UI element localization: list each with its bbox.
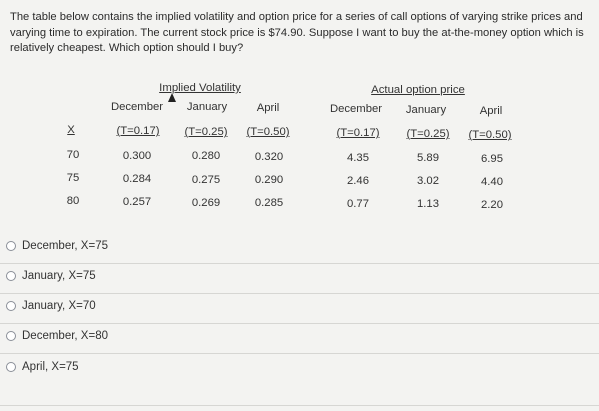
option-december-x75[interactable]: December, X=75	[6, 234, 108, 258]
table-cell: 4.40	[481, 176, 503, 188]
option-label: January, X=75	[22, 270, 96, 282]
col-header-t: (T=0.17)	[336, 127, 380, 139]
strike-cell: 75	[66, 172, 80, 184]
divider	[0, 353, 599, 354]
divider	[0, 405, 599, 406]
table-cell: 0.285	[254, 197, 284, 209]
table-cell: 5.89	[417, 152, 439, 164]
option-december-x80[interactable]: December, X=80	[6, 324, 108, 348]
table-cell: 0.284	[122, 173, 152, 185]
mouse-cursor-icon	[168, 93, 176, 102]
option-label: April, X=75	[22, 361, 79, 373]
col-header-t: (T=0.25)	[406, 128, 450, 140]
table-cell: 1.13	[417, 198, 439, 210]
table-cell: 0.300	[122, 150, 152, 162]
group-header-implied-volatility: Implied Volatility	[159, 82, 241, 94]
option-label: January, X=70	[22, 300, 96, 312]
table-cell: 3.02	[417, 175, 439, 187]
col-header-month: December	[329, 103, 383, 115]
col-header-t: (T=0.50)	[468, 129, 512, 141]
col-header-month: January	[405, 104, 447, 116]
col-header-month: January	[186, 101, 228, 113]
divider	[0, 323, 599, 324]
table-cell: 0.269	[191, 197, 221, 209]
option-label: December, X=75	[22, 240, 108, 252]
table-cell: 0.320	[254, 151, 284, 163]
table-cell: 0.280	[191, 150, 221, 162]
radio-button-icon[interactable]	[6, 331, 16, 341]
col-header-month: April	[256, 102, 280, 114]
option-january-x70[interactable]: January, X=70	[6, 294, 96, 318]
radio-button-icon[interactable]	[6, 301, 16, 311]
data-table: Implied Volatility Actual option price D…	[66, 82, 512, 211]
col-header-x: X	[67, 124, 75, 136]
col-header-month: December	[110, 101, 164, 113]
strike-cell: 80	[66, 195, 80, 207]
radio-button-icon[interactable]	[6, 241, 16, 251]
table-cell: 2.46	[347, 175, 369, 187]
option-april-x75[interactable]: April, X=75	[6, 355, 79, 379]
table-cell: 6.95	[481, 153, 503, 165]
radio-button-icon[interactable]	[6, 362, 16, 372]
table-cell: 0.77	[347, 198, 369, 210]
table-cell: 0.290	[254, 174, 284, 186]
col-header-t: (T=0.25)	[184, 126, 228, 138]
table-cell: 4.35	[347, 152, 369, 164]
radio-button-icon[interactable]	[6, 271, 16, 281]
question-text: The table below contains the implied vol…	[10, 11, 584, 54]
table-cell: 2.20	[481, 199, 503, 211]
table-cell: 0.275	[191, 174, 221, 186]
divider	[0, 293, 599, 294]
option-january-x75[interactable]: January, X=75	[6, 264, 96, 288]
table-cell: 0.257	[122, 196, 152, 208]
col-header-t: (T=0.17)	[116, 125, 160, 137]
col-header-month: April	[479, 105, 503, 117]
group-header-option-price: Actual option price	[371, 84, 465, 96]
strike-cell: 70	[66, 149, 80, 161]
col-header-t: (T=0.50)	[246, 126, 290, 138]
divider	[0, 263, 599, 264]
option-label: December, X=80	[22, 330, 108, 342]
